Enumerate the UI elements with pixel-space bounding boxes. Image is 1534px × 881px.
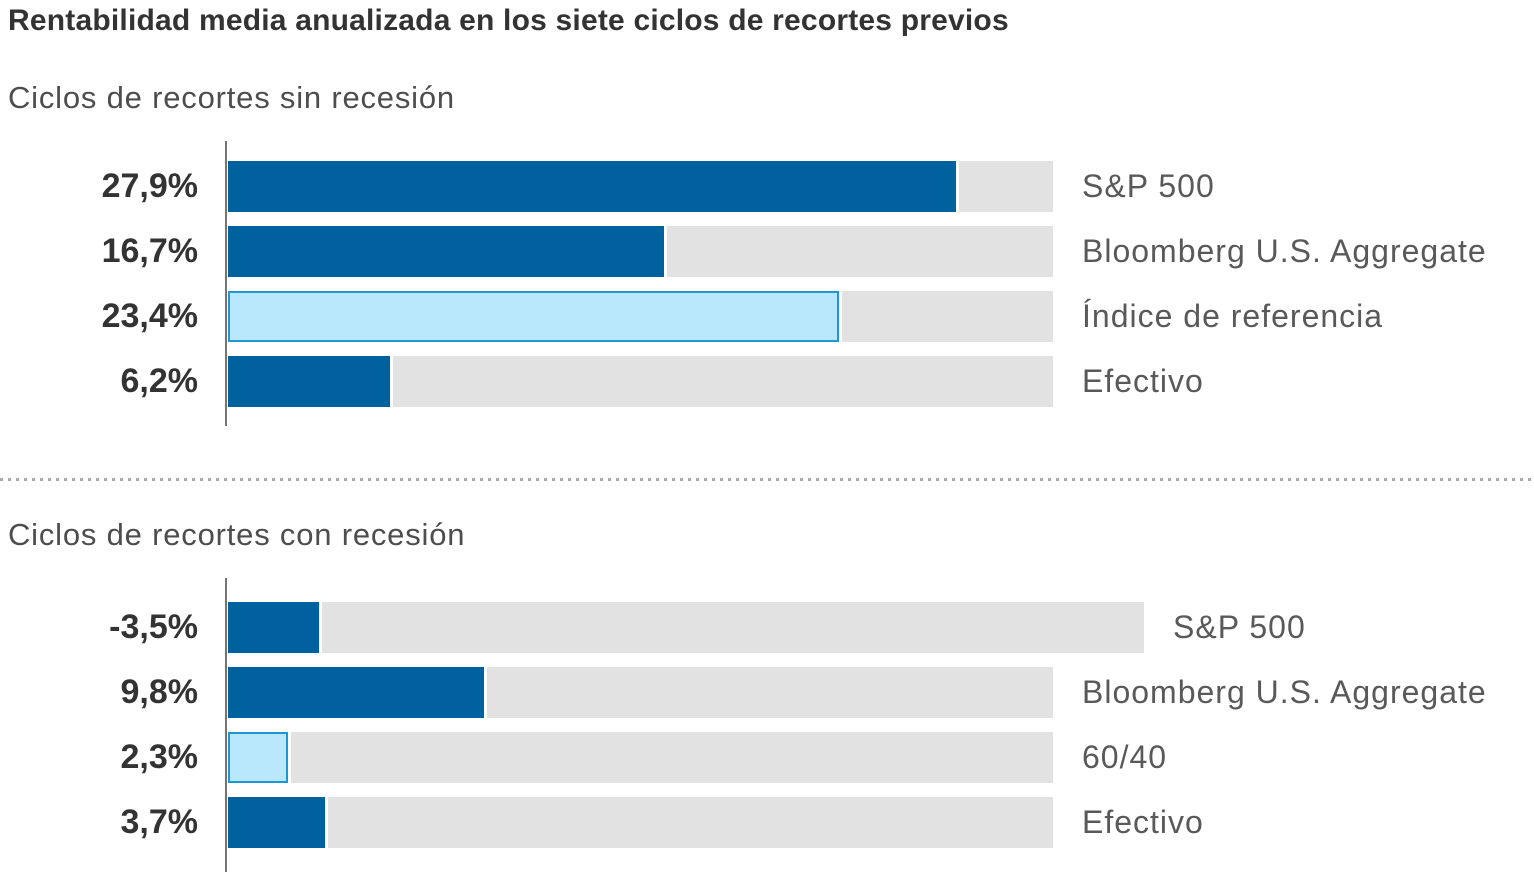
category-label: S&P 500 — [1082, 168, 1215, 204]
bar-chart-no-recession: 27,9% S&P 500 16,7% Bloomberg U.S. Aggre… — [0, 161, 1534, 421]
bar-fill — [228, 161, 956, 212]
category-label: Bloomberg U.S. Aggregate — [1082, 233, 1487, 269]
bar-track — [228, 667, 1053, 718]
category-label: 60/40 — [1082, 739, 1168, 775]
section-2-axis-line — [225, 578, 227, 872]
value-label: 16,7% — [101, 232, 198, 270]
bar-track — [228, 602, 1144, 653]
category-label: Bloomberg U.S. Aggregate — [1082, 674, 1487, 710]
value-label: 6,2% — [120, 362, 199, 400]
bar-fill — [228, 797, 325, 848]
category-label: Efectivo — [1082, 804, 1204, 840]
value-label: 23,4% — [101, 297, 198, 335]
bar-row-sp500: 27,9% S&P 500 — [0, 161, 1534, 212]
bar-track — [228, 161, 1053, 212]
bar-row-efectivo: 3,7% Efectivo — [0, 797, 1534, 848]
bar-track — [228, 356, 1053, 407]
value-label: 2,3% — [120, 738, 199, 776]
bar-fill — [228, 356, 390, 407]
bar-row-efectivo: 6,2% Efectivo — [0, 356, 1534, 407]
bar-row-bloomberg-aggregate: 9,8% Bloomberg U.S. Aggregate — [0, 667, 1534, 718]
section-1-axis-line — [225, 141, 227, 426]
page-title: Rentabilidad media anualizada en los sie… — [8, 4, 1009, 37]
value-label: 27,9% — [101, 167, 198, 205]
value-label: -3,5% — [109, 608, 198, 646]
value-label: 3,7% — [120, 803, 199, 841]
category-label: Índice de referencia — [1082, 298, 1384, 334]
section-2-subtitle: Ciclos de recortes con recesión — [8, 517, 466, 552]
bar-row-60-40: 2,3% 60/40 — [0, 732, 1534, 783]
bar-fill — [228, 602, 319, 653]
dotted-divider — [0, 478, 1534, 481]
bar-chart-recession: -3,5% S&P 500 9,8% Bloomberg U.S. Aggreg… — [0, 602, 1534, 862]
bar-row-indice-referencia: 23,4% Índice de referencia — [0, 291, 1534, 342]
bar-track — [228, 291, 1053, 342]
value-label: 9,8% — [120, 673, 199, 711]
bar-track — [228, 797, 1053, 848]
bar-row-sp500: -3,5% S&P 500 — [0, 602, 1534, 653]
bar-track — [228, 226, 1053, 277]
bar-fill — [228, 732, 288, 783]
bar-fill — [228, 291, 839, 342]
bar-fill — [228, 667, 484, 718]
bar-track — [228, 732, 1053, 783]
bar-row-bloomberg-aggregate: 16,7% Bloomberg U.S. Aggregate — [0, 226, 1534, 277]
section-1-subtitle: Ciclos de recortes sin recesión — [8, 80, 455, 115]
bar-fill — [228, 226, 664, 277]
category-label: Efectivo — [1082, 363, 1204, 399]
category-label: S&P 500 — [1173, 609, 1306, 645]
